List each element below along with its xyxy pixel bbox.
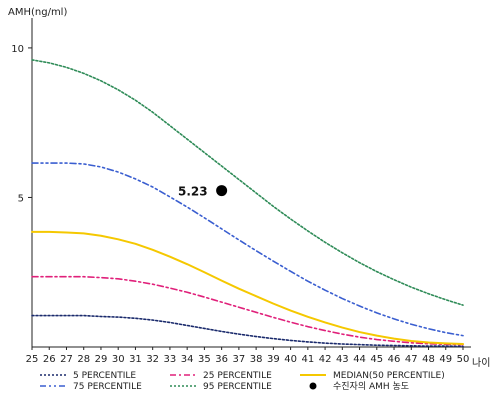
series-line	[31, 162, 464, 337]
x-tick-label: 45	[370, 354, 383, 365]
x-tick-label: 49	[439, 354, 452, 365]
x-tick-label: 46	[388, 354, 401, 365]
x-tick-label: 41	[301, 354, 314, 365]
legend-label: 수진자의 AMH 농도	[333, 381, 409, 392]
x-tick-label: 44	[353, 354, 366, 365]
x-tick-label: 47	[405, 354, 418, 365]
x-tick-label: 31	[129, 354, 142, 365]
x-tick-label: 27	[60, 354, 73, 365]
x-tick-label: 26	[43, 354, 56, 365]
x-tick-label: 38	[250, 354, 263, 365]
series-line	[31, 275, 464, 346]
y-tick-label: 5	[18, 193, 24, 204]
series-line	[31, 314, 464, 348]
series-line	[31, 59, 464, 306]
y-tick-label: 10	[11, 44, 24, 55]
x-tick-label: 33	[164, 354, 177, 365]
x-tick-label: 39	[267, 354, 280, 365]
x-tick-label: 48	[422, 354, 435, 365]
x-tick-label: 29	[95, 354, 108, 365]
x-tick-label: 30	[112, 354, 125, 365]
x-tick-label: 42	[319, 354, 332, 365]
x-tick-label: 40	[284, 354, 297, 365]
x-tick-label: 32	[146, 354, 159, 365]
legend-point-marker	[309, 382, 317, 390]
legend-label: 95 PERCENTILE	[203, 382, 272, 392]
legend-label: 25 PERCENTILE	[203, 371, 272, 381]
x-tick-label: 43	[336, 354, 349, 365]
patient-point	[216, 185, 228, 197]
x-tick-label: 36	[215, 354, 228, 365]
points-layer: 5.23	[178, 185, 228, 199]
y-axis-label: AMH(ng/ml)	[8, 7, 67, 18]
x-axis-label: 나이	[472, 357, 490, 369]
series-layer	[31, 59, 464, 348]
x-tick-label: 37	[233, 354, 246, 365]
x-tick-label: 34	[181, 354, 194, 365]
axes: 5 10 25 26 27 28 29 30 31 32 33 34 35 36 37 38 39 40 41 42 4…	[11, 18, 471, 365]
x-tick-label: 50	[457, 354, 470, 365]
series-line	[31, 230, 464, 346]
patient-point-label: 5.23	[178, 185, 208, 199]
x-tick-label: 28	[77, 354, 90, 365]
legend-label: 5 PERCENTILE	[73, 371, 136, 381]
x-tick-label: 25	[26, 354, 39, 365]
legend-label: MEDIAN(50 PERCENTILE)	[333, 371, 445, 381]
x-tick-label: 35	[198, 354, 211, 365]
legend-label: 75 PERCENTILE	[73, 382, 142, 392]
